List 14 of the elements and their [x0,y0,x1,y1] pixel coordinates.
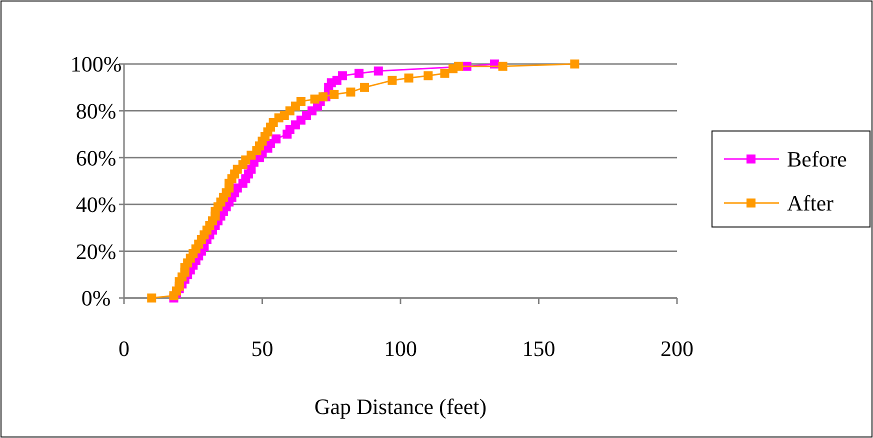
y-tick-label: 20% [76,238,116,264]
y-tick-label: 80% [76,98,116,124]
x-tick-label: 200 [660,336,694,361]
x-axis-title: Gap Distance (feet) [314,394,487,419]
x-tick-label: 0 [118,336,130,361]
legend-label: Before [787,146,847,172]
y-tick-label: 100% [70,52,122,77]
legend-label: After [787,190,834,216]
x-tick-label: 50 [251,336,274,361]
y-tick-label: 60% [76,145,116,170]
x-tick-label: 100 [384,336,417,361]
y-tick-label: 0% [81,286,111,311]
y-tick-label: 40% [76,192,116,218]
x-tick-label: 150 [522,336,556,361]
